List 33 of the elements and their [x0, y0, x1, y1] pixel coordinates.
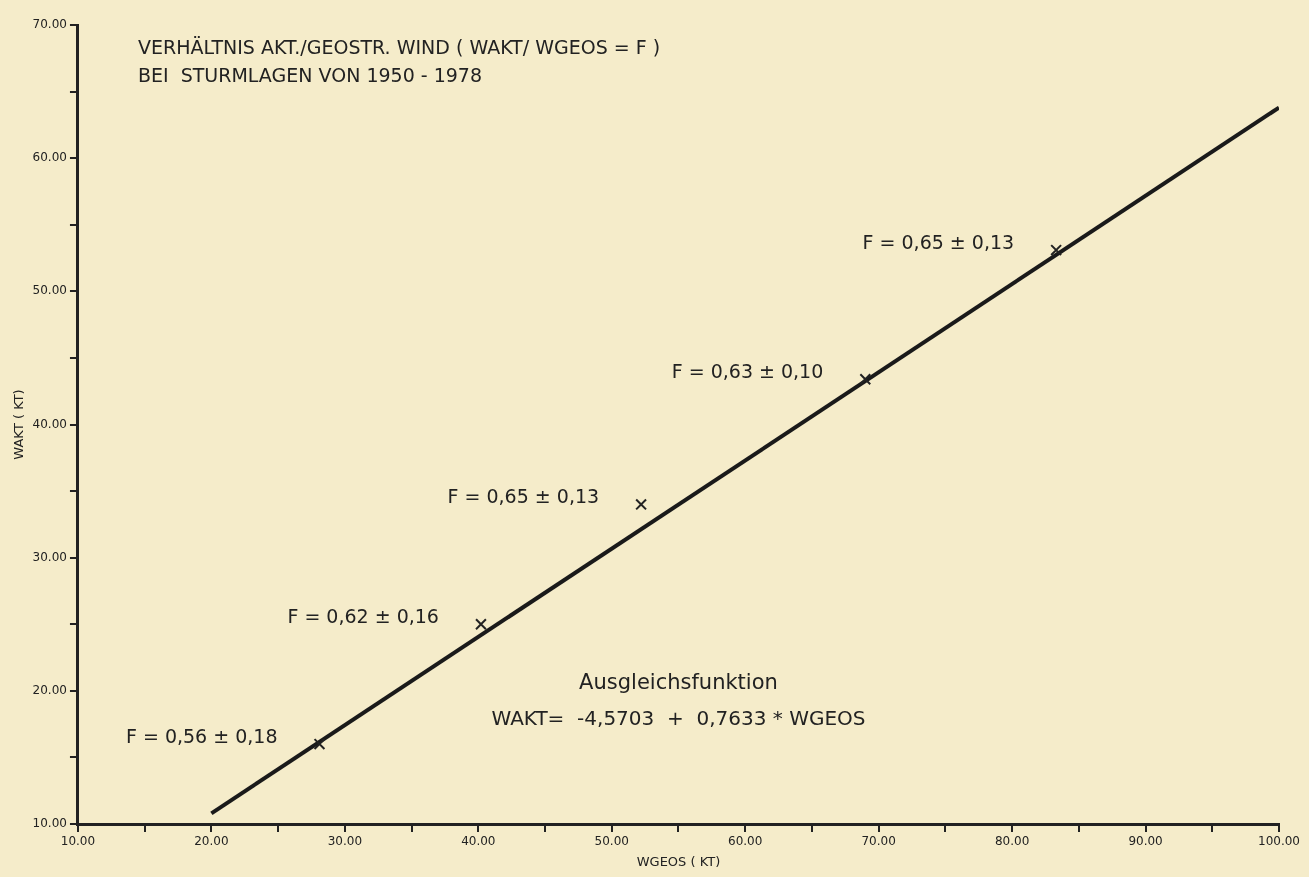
text: VERHÄLTNIS AKT./GEOSTR. WIND ( WAKT/ WGEOS = F ) — [137, 35, 661, 58]
point — [859, 373, 872, 386]
annotation: F = 0,65 ± 0,13 — [447, 485, 600, 508]
annotation: WAKT= -4,5703 + 0,7633 * WGEOS — [491, 706, 866, 731]
x-tick-label: 40.00 — [461, 834, 496, 849]
x-tick-label: 100.00 — [1258, 834, 1300, 849]
y-tick-label: 50.00 — [32, 283, 67, 298]
y-tick-label: 30.00 — [32, 549, 67, 564]
y-axis-title: WAKT ( KT) — [11, 389, 27, 460]
y-tick-label: 40.00 — [32, 416, 67, 431]
x-tick-label: 30.00 — [327, 834, 363, 849]
y-tick-label: 20.00 — [32, 682, 67, 697]
y-tick-label: 60.00 — [32, 150, 67, 165]
x-tick-label: 90.00 — [1128, 834, 1163, 849]
point — [1050, 244, 1063, 256]
x-tick-label: 20.00 — [194, 834, 229, 849]
y-tick-label: 10.00 — [32, 816, 67, 831]
annotation: Ausgleichsfunktion — [579, 670, 778, 695]
x-tick-label: 70.00 — [861, 834, 896, 849]
annotation: F = 0,63 ± 0,10 — [671, 360, 824, 383]
point — [313, 738, 326, 751]
x-tick-label: 80.00 — [994, 834, 1030, 849]
annotation: F = 0,56 ± 0,18 — [125, 725, 278, 748]
annotation: F = 0,65 ± 0,13 — [862, 230, 1015, 253]
point — [475, 618, 487, 631]
y-tick-label: 70.00 — [32, 17, 67, 32]
x-tick-label: 10.00 — [60, 834, 96, 849]
annotation: F = 0,62 ± 0,16 — [287, 605, 439, 628]
x-tick-label: 50.00 — [594, 834, 629, 849]
x-axis-title: WGEOS ( KT) — [636, 853, 721, 869]
text: BEI STURMLAGEN VON 1950 - 1978 — [137, 63, 483, 86]
x-tick-label: 60.00 — [728, 834, 763, 849]
point — [635, 498, 648, 511]
